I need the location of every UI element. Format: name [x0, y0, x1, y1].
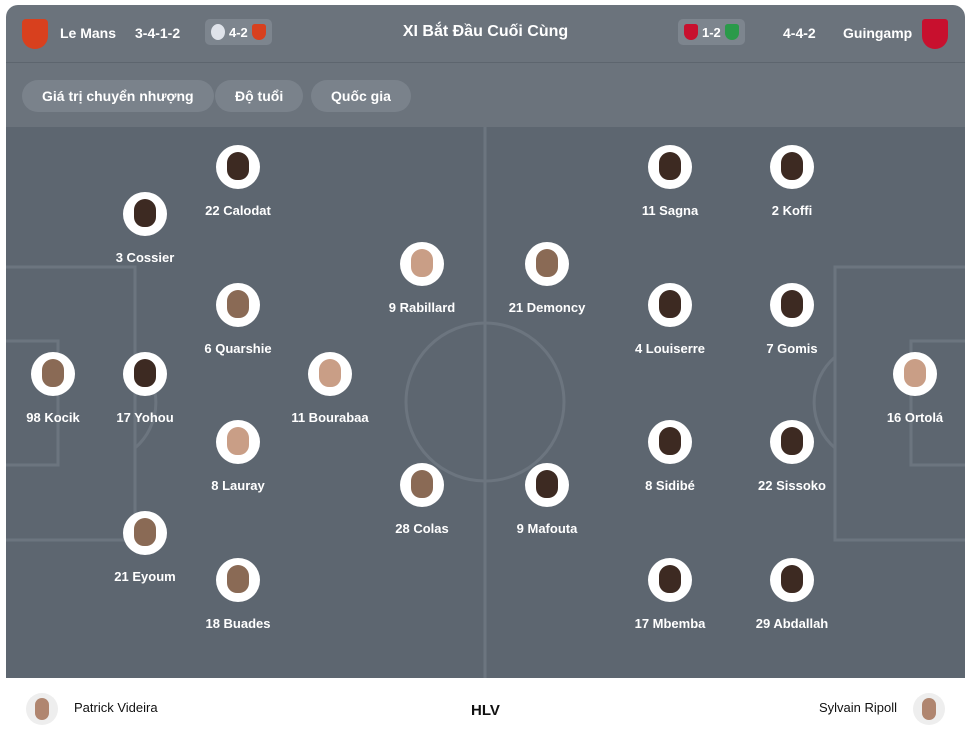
player-name: 11 Bourabaa [291, 410, 369, 425]
montpellier-crest-icon [211, 24, 225, 40]
lineup-header: Le Mans 3-4-1-2 4-2 XI Bắt Đầu Cuối Cùng… [6, 5, 965, 63]
player-name: 21 Demoncy [508, 300, 586, 315]
player-name: 6 Quarshie [204, 341, 272, 356]
player-avatar [216, 283, 260, 327]
player-marker[interactable]: 17 Mbemba [610, 558, 730, 631]
player-marker[interactable]: 9 Rabillard [362, 242, 482, 315]
home-last-match[interactable]: 4-2 [205, 19, 272, 45]
player-avatar [31, 352, 75, 396]
player-avatar [525, 463, 569, 507]
away-formation: 4-4-2 [783, 25, 816, 41]
player-avatar [308, 352, 352, 396]
player-name: 98 Kocik [26, 410, 80, 425]
player-avatar [400, 463, 444, 507]
player-name: 2 Koffi [771, 203, 813, 218]
player-name: 9 Mafouta [516, 521, 578, 536]
player-marker[interactable]: 3 Cossier [85, 192, 205, 265]
player-name: 8 Lauray [211, 478, 265, 493]
player-marker[interactable]: 4 Louiserre [610, 283, 730, 356]
player-name: 4 Louiserre [634, 341, 706, 356]
player-marker[interactable]: 11 Sagna [610, 145, 730, 218]
player-avatar [648, 145, 692, 189]
player-marker[interactable]: 6 Quarshie [178, 283, 298, 356]
lineup-card: Le Mans 3-4-1-2 4-2 XI Bắt Đầu Cuối Cùng… [6, 5, 965, 742]
player-avatar [770, 558, 814, 602]
filter-nationality[interactable]: Quốc gia [311, 80, 411, 112]
player-marker[interactable]: 22 Calodat [178, 145, 298, 218]
player-marker[interactable]: 9 Mafouta [487, 463, 607, 536]
away-coach-avatar [913, 693, 945, 725]
player-marker[interactable]: 17 Yohou [85, 352, 205, 425]
player-name: 28 Colas [395, 521, 449, 536]
player-avatar [648, 558, 692, 602]
coach-label: HLV [471, 702, 500, 719]
player-marker[interactable]: 11 Bourabaa [270, 352, 390, 425]
player-avatar [216, 558, 260, 602]
player-marker[interactable]: 8 Lauray [178, 420, 298, 493]
player-marker[interactable]: 28 Colas [362, 463, 482, 536]
away-last-match[interactable]: 1-2 [678, 19, 745, 45]
player-marker[interactable]: 98 Kocik [6, 352, 113, 425]
player-marker[interactable]: 22 Sissoko [732, 420, 852, 493]
player-name: 22 Calodat [205, 203, 271, 218]
filter-age[interactable]: Độ tuổi [215, 80, 304, 112]
saint-etienne-crest-icon [724, 24, 739, 40]
away-last-score: 1-2 [702, 24, 721, 40]
home-formation: 3-4-1-2 [135, 25, 181, 41]
guingamp-crest-icon [922, 19, 948, 49]
player-name: 11 Sagna [641, 203, 699, 218]
player-name: 29 Abdallah [755, 616, 829, 631]
home-coach-avatar [26, 693, 58, 725]
coaches-row: Patrick Videira HLV Sylvain Ripoll [6, 678, 965, 742]
player-name: 7 Gomis [766, 341, 818, 356]
player-avatar [893, 352, 937, 396]
player-avatar [770, 283, 814, 327]
player-avatar [770, 145, 814, 189]
player-marker[interactable]: 16 Ortolá [855, 352, 965, 425]
home-team-name[interactable]: Le Mans [60, 25, 117, 41]
player-avatar [123, 511, 167, 555]
player-marker[interactable]: 8 Sidibé [610, 420, 730, 493]
home-coach-name[interactable]: Patrick Videira [74, 700, 158, 715]
le-mans-mini-crest-icon [251, 24, 266, 40]
player-marker[interactable]: 18 Buades [178, 558, 298, 631]
le-mans-crest-icon [22, 19, 48, 49]
player-avatar [400, 242, 444, 286]
player-name: 21 Eyoum [114, 569, 176, 584]
player-avatar [648, 420, 692, 464]
player-name: 3 Cossier [115, 250, 175, 265]
player-marker[interactable]: 29 Abdallah [732, 558, 852, 631]
player-avatar [123, 352, 167, 396]
home-last-score: 4-2 [229, 24, 248, 40]
page-title: XI Bắt Đầu Cuối Cùng [402, 23, 569, 40]
filter-bar: Giá trị chuyển nhượng Độ tuổi Quốc gia [6, 63, 965, 127]
player-marker[interactable]: 21 Demoncy [487, 242, 607, 315]
player-marker[interactable]: 2 Koffi [732, 145, 852, 218]
player-avatar [216, 145, 260, 189]
player-name: 18 Buades [205, 616, 271, 631]
player-avatar [216, 420, 260, 464]
player-name: 8 Sidibé [645, 478, 695, 493]
player-avatar [525, 242, 569, 286]
away-team-name[interactable]: Guingamp [843, 25, 913, 41]
guingamp-mini-crest-icon [684, 24, 698, 40]
player-name: 17 Yohou [116, 410, 174, 425]
player-avatar [123, 192, 167, 236]
pitch: 22 Calodat 3 Cossier 6 Quarshie 98 Kocik 17 … [6, 127, 965, 678]
player-name: 17 Mbemba [634, 616, 706, 631]
away-coach-name[interactable]: Sylvain Ripoll [818, 700, 897, 715]
player-avatar [648, 283, 692, 327]
player-avatar [770, 420, 814, 464]
player-marker[interactable]: 7 Gomis [732, 283, 852, 356]
pitch-lines [6, 127, 965, 678]
player-marker[interactable]: 21 Eyoum [85, 511, 205, 584]
player-name: 9 Rabillard [388, 300, 456, 315]
player-name: 16 Ortolá [886, 410, 944, 425]
filter-market-value[interactable]: Giá trị chuyển nhượng [22, 80, 214, 112]
player-name: 22 Sissoko [758, 478, 826, 493]
